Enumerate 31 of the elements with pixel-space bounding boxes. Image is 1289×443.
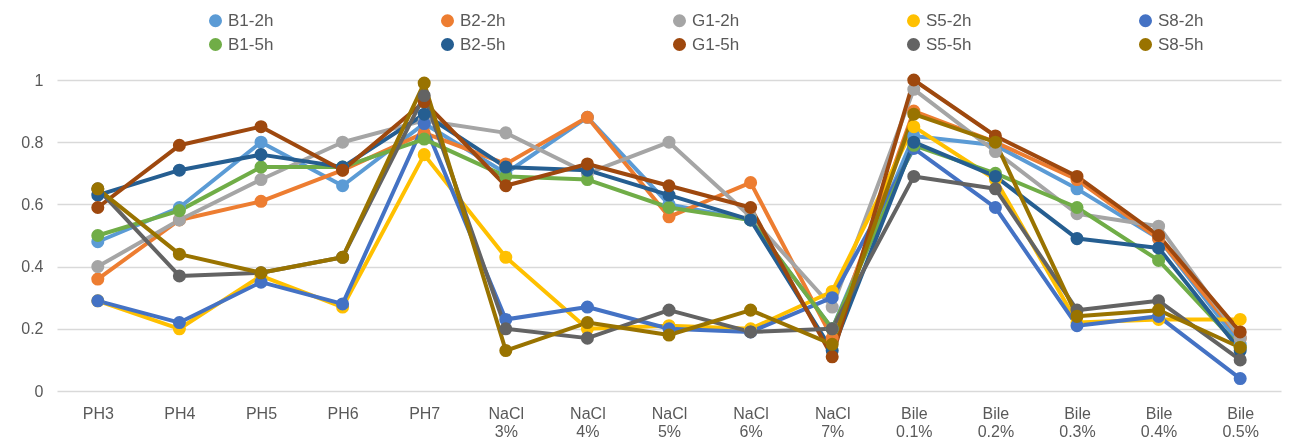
x-tick-label: Bile 0.1% xyxy=(896,404,933,440)
y-tick-label: 0 xyxy=(34,382,44,400)
y-tick-label: 0.6 xyxy=(21,195,44,213)
x-tick-label: NaCl 5% xyxy=(651,404,688,440)
x-tick-label: Bile 0.4% xyxy=(1140,404,1178,440)
x-tick-label: PH7 xyxy=(409,404,441,422)
x-tick-label: PH5 xyxy=(245,404,278,422)
y-tick-label: 1 xyxy=(34,71,44,89)
legend-label: S8-5h xyxy=(1158,34,1204,54)
x-tick-label: PH6 xyxy=(327,404,359,422)
legend-label: G1-5h xyxy=(692,34,740,54)
legend-label: S5-5h xyxy=(926,34,972,54)
legend-label: G1-2h xyxy=(692,10,740,30)
legend-label: S8-2h xyxy=(1158,10,1204,30)
x-tick-label: PH4 xyxy=(164,404,196,422)
y-tick-label: 0.8 xyxy=(21,133,44,151)
x-tick-label: Bile 0.5% xyxy=(1222,404,1259,440)
legend-label: B1-2h xyxy=(228,10,274,30)
y-tick-label: 0.4 xyxy=(21,258,44,276)
legend-label: B2-2h xyxy=(460,10,506,30)
legend-label: S5-2h xyxy=(926,10,972,30)
x-tick-label: NaCl 7% xyxy=(814,404,851,440)
x-tick-label: NaCl 6% xyxy=(733,404,769,440)
x-tick-label: NaCl 4% xyxy=(570,404,606,440)
x-tick-label: NaCl 3% xyxy=(488,404,525,440)
legend-label: B1-5h xyxy=(228,34,274,54)
y-tick-label: 0.2 xyxy=(21,320,44,338)
x-tick-label: Bile 0.3% xyxy=(1059,404,1096,440)
x-tick-label: Bile 0.2% xyxy=(977,404,1015,440)
legend-label: B2-5h xyxy=(460,34,506,54)
x-tick-label: PH3 xyxy=(82,404,114,422)
